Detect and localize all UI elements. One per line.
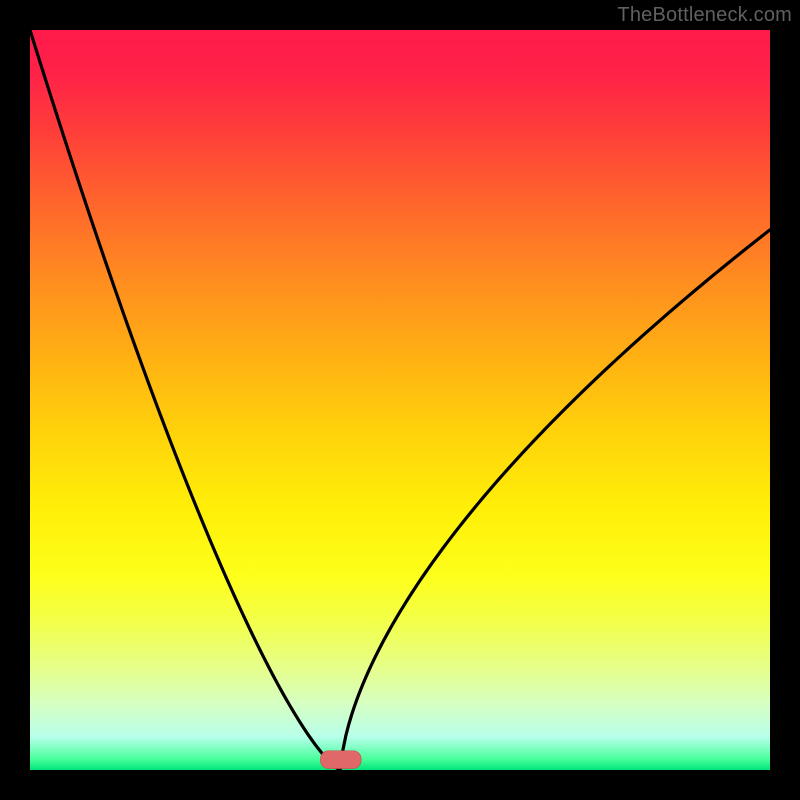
plot-background bbox=[30, 30, 770, 770]
optimum-marker bbox=[320, 751, 361, 769]
watermark-text: TheBottleneck.com bbox=[617, 4, 792, 27]
chart-container: TheBottleneck.com bbox=[0, 0, 800, 800]
bottleneck-chart bbox=[0, 0, 800, 800]
